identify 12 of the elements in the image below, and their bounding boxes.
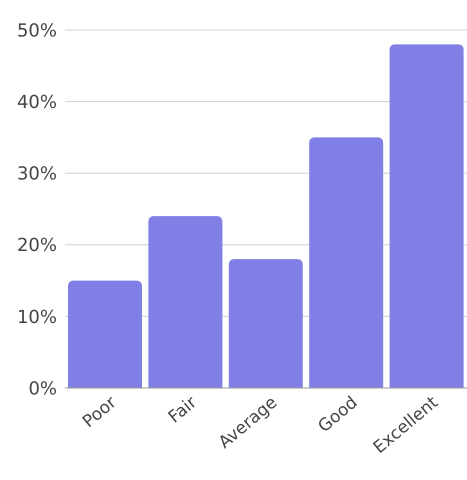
y-tick-label: 30%: [16, 164, 57, 185]
bar: [390, 44, 464, 388]
y-tick-label: 40%: [16, 92, 57, 113]
bar: [148, 216, 222, 388]
x-tick-label: Fair: [164, 392, 201, 428]
y-tick-label: 20%: [16, 235, 57, 256]
bar: [68, 280, 142, 388]
y-tick-label: 50%: [16, 20, 57, 42]
bar: [228, 259, 303, 388]
y-tick-label: 0%: [28, 378, 57, 400]
y-tick-label: 10%: [16, 306, 57, 328]
bar: [309, 137, 384, 388]
